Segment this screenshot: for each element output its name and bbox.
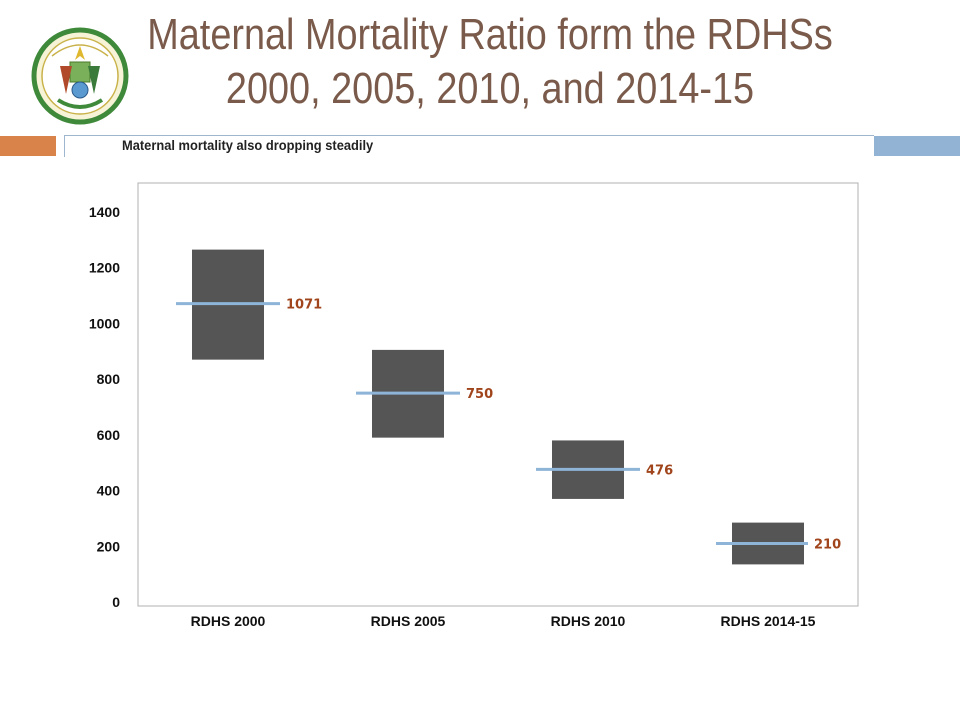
x-tick-label: RDHS 2000 <box>191 613 266 629</box>
y-tick-label: 400 <box>97 483 121 499</box>
estimate-data-label: 210 <box>814 538 841 553</box>
y-tick-label: 1000 <box>89 315 120 331</box>
estimate-data-label: 476 <box>646 463 673 478</box>
y-tick-label: 1400 <box>89 204 120 220</box>
slide-subtitle: Maternal mortality also dropping steadil… <box>122 137 374 153</box>
rwanda-emblem-logo <box>31 27 129 125</box>
y-tick-label: 1200 <box>89 260 120 276</box>
y-tick-label: 800 <box>97 371 121 387</box>
title-line-1: Maternal Mortality Ratio form the RDHSs <box>147 10 833 59</box>
plot-area-frame <box>137 182 859 607</box>
x-tick-label: RDHS 2010 <box>551 613 626 629</box>
y-tick-label: 0 <box>112 594 120 610</box>
accent-band-left <box>0 136 56 156</box>
header-divider <box>64 135 874 136</box>
y-tick-label: 600 <box>97 427 121 443</box>
y-tick-label: 200 <box>97 538 121 554</box>
header-divider-tick <box>64 135 65 157</box>
x-tick-label: RDHS 2005 <box>371 613 446 629</box>
x-tick-label: RDHS 2014-15 <box>721 613 816 629</box>
estimate-data-label: 750 <box>466 387 493 402</box>
title-line-2: 2000, 2005, 2010, and 2014-15 <box>225 64 755 113</box>
slide-title: Maternal Mortality Ratio form the RDHSs … <box>120 8 860 116</box>
accent-band-right <box>874 136 960 156</box>
estimate-data-label: 1071 <box>286 298 322 313</box>
